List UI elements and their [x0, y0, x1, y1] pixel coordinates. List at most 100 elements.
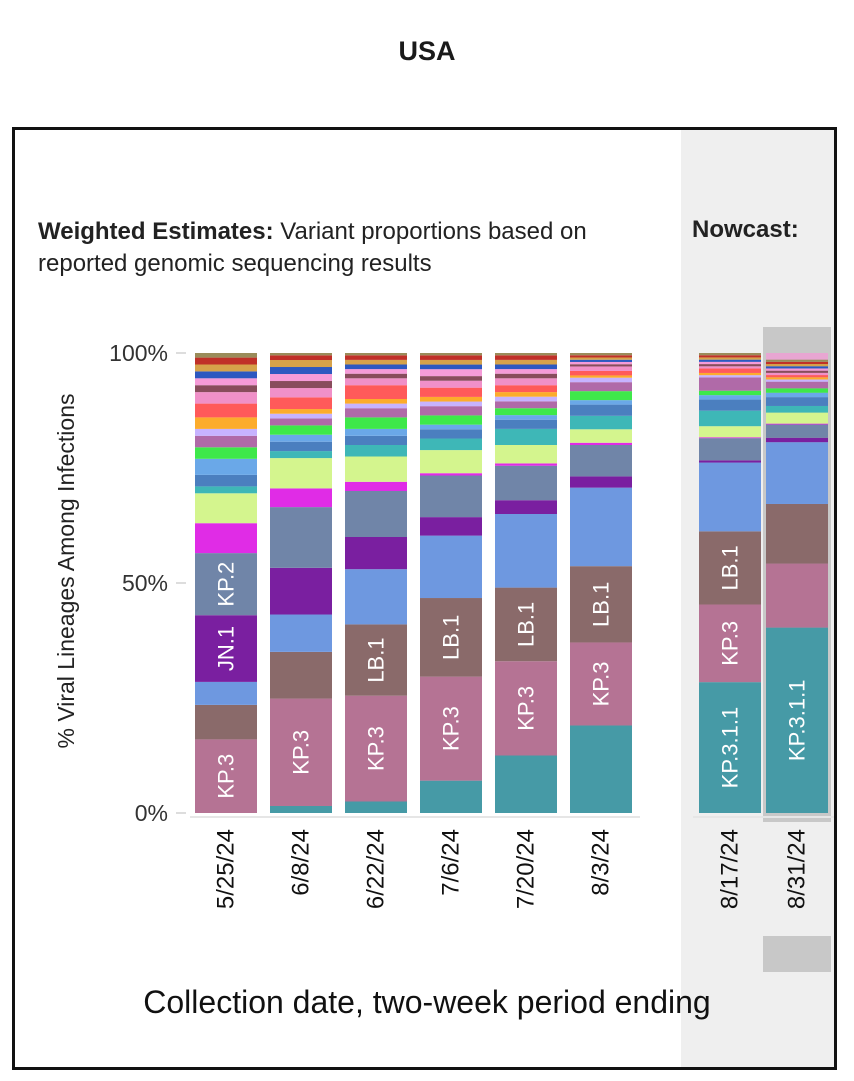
bar-segment [699, 682, 761, 813]
bar-segment [420, 353, 482, 356]
bar-segment [766, 375, 828, 378]
bar-segment [270, 488, 332, 508]
bar-segment [420, 780, 482, 813]
bar-segment [270, 425, 332, 435]
bar-segment [345, 417, 407, 429]
bar-segment [570, 359, 632, 362]
bar-segment [699, 410, 761, 427]
bar-segment [766, 397, 828, 406]
y-tick-label: 100% [109, 340, 168, 366]
bar-segment [195, 739, 257, 813]
segment-label: KP.3.1.1 [718, 707, 743, 789]
bar-segment [570, 445, 632, 477]
bar-segment [766, 424, 828, 438]
bar-segment [345, 435, 407, 445]
bar-segment [495, 428, 557, 445]
bar-segment [420, 396, 482, 402]
nowcast-title: Nowcast: [692, 216, 799, 243]
bar-segment [495, 353, 557, 356]
bar-segment [195, 417, 257, 429]
bar-segment [495, 661, 557, 756]
bar-segment [195, 428, 257, 436]
x-tick-label: 8/3/24 [588, 829, 615, 896]
bar-segment [195, 447, 257, 459]
bar-segment [570, 370, 632, 376]
bar-segment [345, 373, 407, 379]
bar-segment [766, 503, 828, 564]
x-tick-label: 8/31/24 [784, 829, 811, 909]
bar-segment [420, 473, 482, 476]
bar-segment [270, 360, 332, 368]
bar-segment [766, 361, 828, 365]
bar-segment [345, 403, 407, 409]
bar-segment [270, 353, 332, 356]
bar-segment [699, 359, 761, 362]
bar-segment [495, 355, 557, 360]
bar-segment [345, 428, 407, 436]
bar-segment [570, 355, 632, 358]
segment-label: LB.1 [718, 545, 743, 590]
bar-segment [699, 399, 761, 411]
segment-label: KP.3 [589, 662, 614, 707]
bar-segment [699, 368, 761, 373]
bar-segment [570, 366, 632, 371]
bar-segment [766, 370, 828, 373]
bar-segment [699, 364, 761, 367]
bar-segment [270, 458, 332, 489]
bar-segment [699, 372, 761, 376]
bar-segment [420, 517, 482, 536]
bar-segment [699, 355, 761, 358]
bar-segment [570, 642, 632, 726]
bar-segment [270, 413, 332, 419]
bar-segment [420, 355, 482, 360]
bar-segment [699, 361, 761, 365]
bar-segment [699, 353, 761, 356]
bar-segment [699, 390, 761, 396]
bar-segment [270, 805, 332, 813]
bar-segment [570, 404, 632, 416]
bar-segment [699, 604, 761, 683]
bar-segment [195, 553, 257, 616]
bar-segment [495, 463, 557, 466]
bar-segment [699, 438, 761, 461]
segment-label: KP.3 [514, 686, 539, 731]
x-axis-title: Collection date, two-week period ending [143, 984, 711, 1020]
bar-segment [195, 364, 257, 372]
bar-segment [195, 385, 257, 393]
bar-segment [345, 378, 407, 386]
bar-segment [766, 379, 828, 382]
bar-segment [270, 397, 332, 410]
bar-segment [345, 569, 407, 625]
bar-segment [420, 429, 482, 439]
bar-segment [195, 378, 257, 386]
bar-segment [570, 725, 632, 813]
bar-segment [420, 376, 482, 381]
bar-segment [766, 627, 828, 813]
x-tick-label: 8/17/24 [717, 829, 744, 909]
bar-segment [195, 458, 257, 475]
bar-segment [766, 412, 828, 424]
bar-segment [570, 487, 632, 567]
bar-segment [345, 695, 407, 802]
bar-segment [195, 353, 257, 358]
nowcast-highlight-tab [763, 936, 831, 972]
bar-segment [195, 371, 257, 379]
bar-segment [345, 369, 407, 374]
bar-segment [766, 377, 828, 380]
y-axis-title: % Viral Lineages Among Infections [53, 393, 79, 748]
y-tick-label: 50% [122, 570, 168, 596]
bar-segment [420, 387, 482, 397]
bar-segment [766, 353, 828, 360]
bar-segment [699, 426, 761, 438]
bar-segment [420, 450, 482, 474]
bar-segment [495, 465, 557, 501]
bar-segment [420, 415, 482, 425]
bar-segment [270, 614, 332, 652]
bar-segment [420, 676, 482, 781]
bar-segment [766, 563, 828, 628]
bar-segment [495, 392, 557, 397]
bar-segment [345, 353, 407, 356]
bar-segment [270, 507, 332, 568]
bar-segment [420, 475, 482, 518]
